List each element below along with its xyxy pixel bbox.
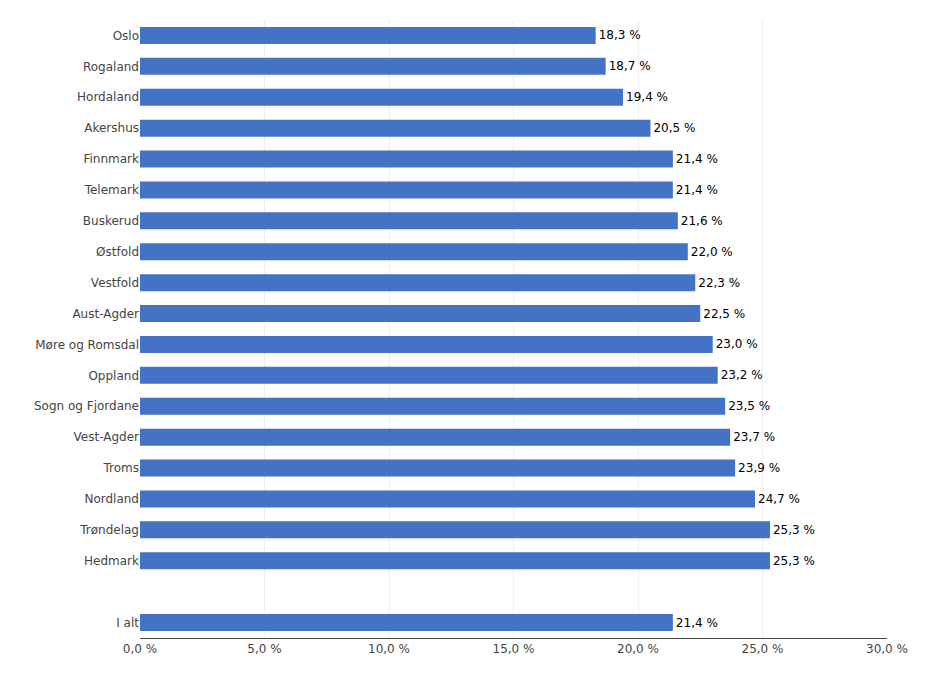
svg-text:23,0 %: 23,0 % [716, 337, 758, 351]
svg-text:23,9 %: 23,9 % [738, 461, 780, 475]
svg-text:Nordland: Nordland [84, 492, 139, 506]
svg-text:21,6 %: 21,6 % [681, 214, 723, 228]
svg-text:21,4 %: 21,4 % [676, 152, 718, 166]
svg-text:Finnmark: Finnmark [84, 152, 140, 166]
svg-text:Trøndelag: Trøndelag [79, 523, 139, 537]
svg-text:I alt: I alt [116, 616, 139, 630]
svg-text:Troms: Troms [102, 461, 139, 475]
svg-text:Østfold: Østfold [96, 245, 139, 259]
svg-text:22,3 %: 22,3 % [698, 276, 740, 290]
svg-text:25,0 %: 25,0 % [742, 642, 784, 656]
svg-text:Sogn og Fjordane: Sogn og Fjordane [34, 399, 139, 413]
svg-text:23,2 %: 23,2 % [721, 368, 763, 382]
svg-text:Hedmark: Hedmark [84, 554, 139, 568]
svg-text:18,3 %: 18,3 % [599, 28, 641, 42]
svg-text:Buskerud: Buskerud [83, 214, 139, 228]
svg-text:20,0 %: 20,0 % [617, 642, 659, 656]
svg-text:22,5 %: 22,5 % [703, 307, 745, 321]
svg-text:Akershus: Akershus [84, 121, 139, 135]
svg-text:10,0 %: 10,0 % [368, 642, 410, 656]
svg-text:Telemark: Telemark [84, 183, 139, 197]
svg-text:19,4 %: 19,4 % [626, 90, 668, 104]
svg-text:Vest-Agder: Vest-Agder [74, 430, 140, 444]
svg-text:18,7 %: 18,7 % [609, 59, 651, 73]
svg-text:23,5 %: 23,5 % [728, 399, 770, 413]
svg-text:21,4 %: 21,4 % [676, 616, 718, 630]
svg-text:25,3 %: 25,3 % [773, 554, 815, 568]
svg-text:30,0 %: 30,0 % [866, 642, 908, 656]
svg-text:23,7 %: 23,7 % [733, 430, 775, 444]
svg-text:Aust-Agder: Aust-Agder [72, 307, 139, 321]
svg-text:Hordaland: Hordaland [77, 90, 139, 104]
svg-text:Oppland: Oppland [88, 369, 139, 383]
svg-text:21,4 %: 21,4 % [676, 183, 718, 197]
svg-text:22,0 %: 22,0 % [691, 245, 733, 259]
svg-text:Møre og Romsdal: Møre og Romsdal [35, 338, 139, 352]
svg-text:25,3 %: 25,3 % [773, 523, 815, 537]
svg-text:Rogaland: Rogaland [83, 60, 139, 74]
svg-text:15,0 %: 15,0 % [493, 642, 535, 656]
svg-text:24,7 %: 24,7 % [758, 492, 800, 506]
svg-text:0,0 %: 0,0 % [123, 642, 157, 656]
svg-text:20,5 %: 20,5 % [653, 121, 695, 135]
svg-text:5,0 %: 5,0 % [247, 642, 281, 656]
svg-text:Vestfold: Vestfold [91, 276, 139, 290]
svg-text:Oslo: Oslo [113, 29, 139, 43]
